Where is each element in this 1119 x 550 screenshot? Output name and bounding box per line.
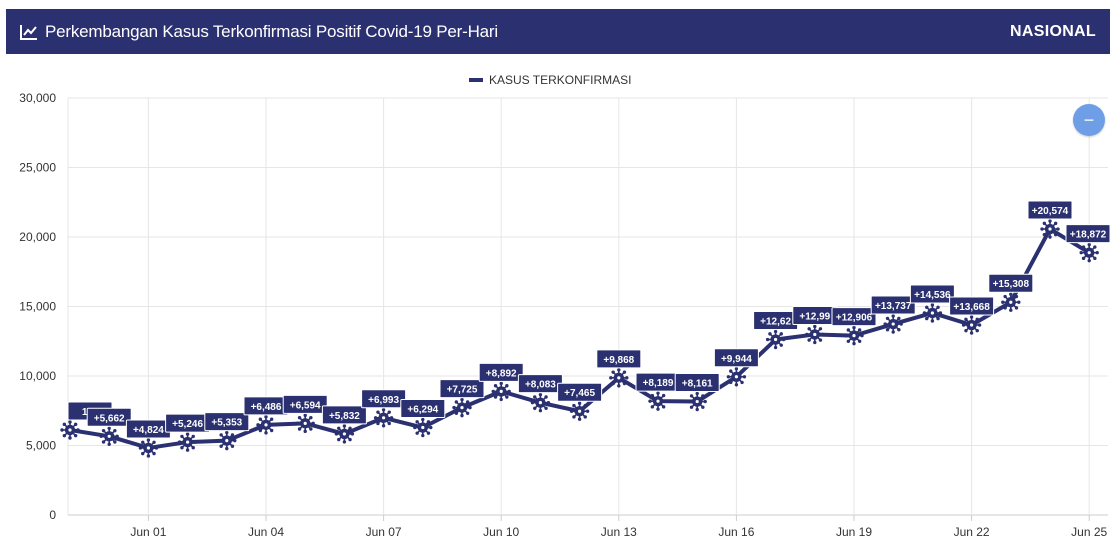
data-point-marker (1040, 219, 1060, 239)
data-label: +5,832 (329, 411, 360, 422)
data-label: +7,725 (447, 385, 478, 396)
y-tick-label: 30,000 (19, 91, 56, 105)
data-label: +9,868 (603, 355, 634, 366)
data-label: +20,574 (1032, 206, 1069, 217)
data-point-marker (883, 314, 903, 334)
line-chart-icon (20, 24, 37, 40)
data-label-box (909, 284, 955, 304)
data-label: +13,668 (953, 302, 990, 313)
x-tick-label: Jun 19 (836, 525, 872, 539)
y-tick-label: 10,000 (19, 369, 56, 383)
data-label-box (478, 362, 524, 382)
chart-header: Perkembangan Kasus Terkonfirmasi Positif… (6, 9, 1110, 54)
y-tick-label: 25,000 (19, 161, 56, 175)
data-label: +4,824 (133, 425, 164, 436)
data-label: +18,872 (1070, 230, 1107, 241)
data-point-marker (60, 420, 80, 440)
data-point-marker (569, 401, 590, 421)
x-tick-label: Jun 22 (954, 525, 990, 539)
data-point-marker (726, 367, 747, 387)
data-label-box (321, 405, 367, 425)
scope-badge[interactable]: NASIONAL (1010, 22, 1096, 40)
data-label-box (204, 412, 250, 432)
data-label: +8,892 (486, 368, 517, 379)
data-label: +13,737 (875, 301, 912, 312)
data-label-box (361, 389, 407, 409)
data-label-box (949, 296, 995, 316)
data-point-marker (491, 381, 511, 402)
data-point-marker (609, 368, 629, 388)
data-label-box (596, 349, 642, 369)
data-point-marker (648, 391, 668, 411)
chart-title: Perkembangan Kasus Terkonfirmasi Positif… (45, 21, 498, 41)
x-tick-label: Jun 16 (718, 525, 754, 539)
data-label-box (86, 407, 132, 427)
data-point-marker (138, 438, 159, 458)
minus-icon: − (1083, 110, 1095, 130)
data-label-box (831, 307, 877, 327)
data-label-box (282, 394, 328, 414)
data-point-marker (452, 397, 472, 418)
data-point-marker (256, 415, 276, 435)
data-label: +7,465 (564, 388, 595, 399)
data-label: +5,662 (94, 413, 125, 424)
y-tick-label: 15,000 (19, 300, 56, 314)
data-label: +6,294 (407, 405, 438, 416)
data-point-marker (765, 329, 786, 350)
zoom-out-button[interactable]: − (1073, 104, 1105, 136)
data-point-marker (99, 426, 119, 446)
line-chart: 0 5,000 10,000 15,000 20,000 25,000 30,000 Jun … (19, 73, 1111, 539)
data-label-box (400, 399, 446, 419)
data-label: +12,99 (799, 311, 830, 322)
header-left: Perkembangan Kasus Terkonfirmasi Positif… (20, 22, 498, 42)
data-label-box (713, 348, 759, 368)
x-tick-label: Jun 10 (483, 525, 519, 539)
x-tick-label: Jun 07 (366, 525, 402, 539)
data-label: +6,993 (368, 395, 399, 406)
data-point-marker (217, 430, 237, 451)
data-point-marker (295, 413, 315, 434)
data-label: +6,594 (290, 400, 321, 411)
data-point-marker (530, 392, 551, 413)
data-point-marker (373, 408, 394, 428)
y-tick-label: 20,000 (19, 230, 56, 244)
data-label-box (988, 273, 1034, 293)
data-label-box (557, 382, 603, 402)
data-point-marker (1001, 292, 1021, 312)
data-label-box (1027, 200, 1073, 220)
data-point-marker (805, 324, 825, 345)
data-point-marker (413, 417, 433, 438)
x-tick-label: Jun 25 (1071, 525, 1107, 539)
data-label-box (870, 295, 916, 315)
data-label: +12,62 (760, 317, 791, 328)
data-label: +6,486 (251, 402, 282, 413)
x-tick-label: Jun 13 (601, 525, 637, 539)
data-point-marker (687, 391, 707, 412)
chart-area: 0 5,000 10,000 15,000 20,000 25,000 30,000 Jun … (0, 60, 1119, 545)
data-label: +5,353 (211, 418, 242, 429)
data-label: +5,246 (172, 419, 203, 430)
legend-label: KASUS TERKONFIRMASI (489, 73, 631, 87)
x-tick-label: Jun 04 (248, 525, 284, 539)
data-label: +8,189 (643, 378, 674, 389)
data-point-marker (961, 315, 982, 335)
data-point-marker (177, 432, 198, 452)
data-label: +15,308 (993, 279, 1030, 290)
data-point-marker (334, 424, 355, 444)
data-label-box (674, 373, 720, 393)
y-tick-label: 5,000 (26, 439, 56, 453)
data-label: +12,906 (836, 313, 873, 324)
data-label: +8,083 (525, 380, 556, 391)
data-label: +8,161 (682, 379, 713, 390)
data-label-box (1065, 224, 1111, 244)
data-label: +9,944 (721, 354, 752, 365)
data-label: +14,536 (914, 290, 951, 301)
data-point-marker (1079, 242, 1099, 263)
data-point-marker (844, 325, 864, 346)
data-label-box (439, 379, 485, 399)
y-tick-label: 0 (49, 508, 56, 522)
data-point-marker (922, 303, 943, 323)
x-tick-label: Jun 01 (130, 525, 166, 539)
